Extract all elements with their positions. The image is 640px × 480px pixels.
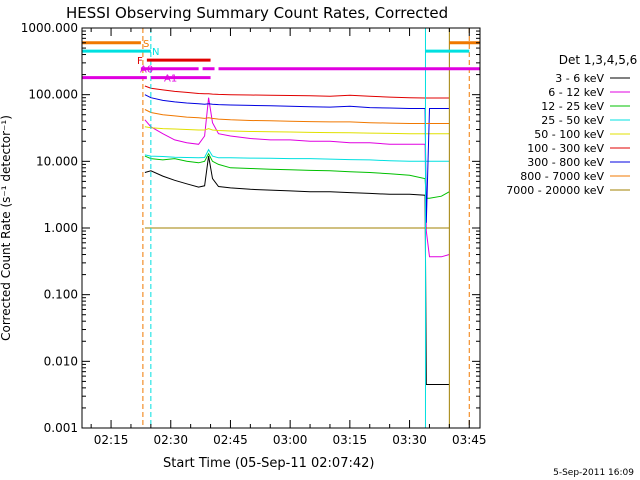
x-tick-label: 02:15 xyxy=(94,433,129,447)
y-tick-label: 0.010 xyxy=(44,354,78,368)
legend-label: 800 - 7000 keV xyxy=(520,170,604,183)
chart-title: HESSI Observing Summary Count Rates, Cor… xyxy=(66,4,448,22)
footer-date: 5-Sep-2011 16:09 xyxy=(553,468,634,478)
series-layer xyxy=(144,85,450,385)
y-tick-label: 100.000 xyxy=(28,88,78,102)
legend-label: 100 - 300 keV xyxy=(527,142,604,155)
flag-label-s: S xyxy=(143,39,149,50)
legend-label: 6 - 12 keV xyxy=(548,86,604,99)
legend-label: 50 - 100 keV xyxy=(534,128,604,141)
series-line-4 xyxy=(144,148,450,162)
x-tick-label: 02:30 xyxy=(153,433,188,447)
flag-label-f: F xyxy=(137,56,143,67)
series-line-6 xyxy=(144,85,450,99)
x-axis: 02:15 02:30 02:45 03:00 03:15 03:30 03:45 xyxy=(90,28,487,447)
legend-label: 300 - 800 keV xyxy=(527,156,604,169)
legend-label: 25 - 50 keV xyxy=(541,114,604,127)
series-line-1 xyxy=(144,156,450,385)
x-tick-label: 03:30 xyxy=(392,433,427,447)
y-axis: 0.001 0.010 0.100 1.000 10.000 100.000 1000.00… xyxy=(21,21,480,435)
flag-label-n: N xyxy=(152,47,159,58)
x-tick-label: 03:45 xyxy=(452,433,487,447)
y-tick-label: 10.000 xyxy=(36,154,78,168)
flag-label-a0: A0 xyxy=(140,65,153,76)
y-tick-label: 0.100 xyxy=(44,288,78,302)
y-tick-label: 1.000 xyxy=(44,221,78,235)
y-tick-label: 0.001 xyxy=(44,421,78,435)
x-tick-label: 03:15 xyxy=(333,433,368,447)
legend-label: 7000 - 20000 keV xyxy=(506,184,604,197)
y-axis-label: Corrected Count Rate (s⁻¹ detector⁻¹) xyxy=(0,115,13,341)
vertical-markers xyxy=(142,28,470,428)
legend-label: 3 - 6 keV xyxy=(555,72,604,85)
flag-label-a1: A1 xyxy=(164,74,177,85)
y-tick-label: 1000.000 xyxy=(21,21,78,35)
x-tick-label: 02:45 xyxy=(213,433,248,447)
x-axis-label: Start Time (05-Sep-11 02:07:42) xyxy=(163,456,374,471)
x-tick-label: 03:00 xyxy=(273,433,308,447)
legend-title: Det 1,3,4,5,6 xyxy=(559,53,638,67)
series-line-8 xyxy=(144,109,450,124)
series-line-5 xyxy=(144,126,450,135)
legend-label: 12 - 25 keV xyxy=(541,100,604,113)
